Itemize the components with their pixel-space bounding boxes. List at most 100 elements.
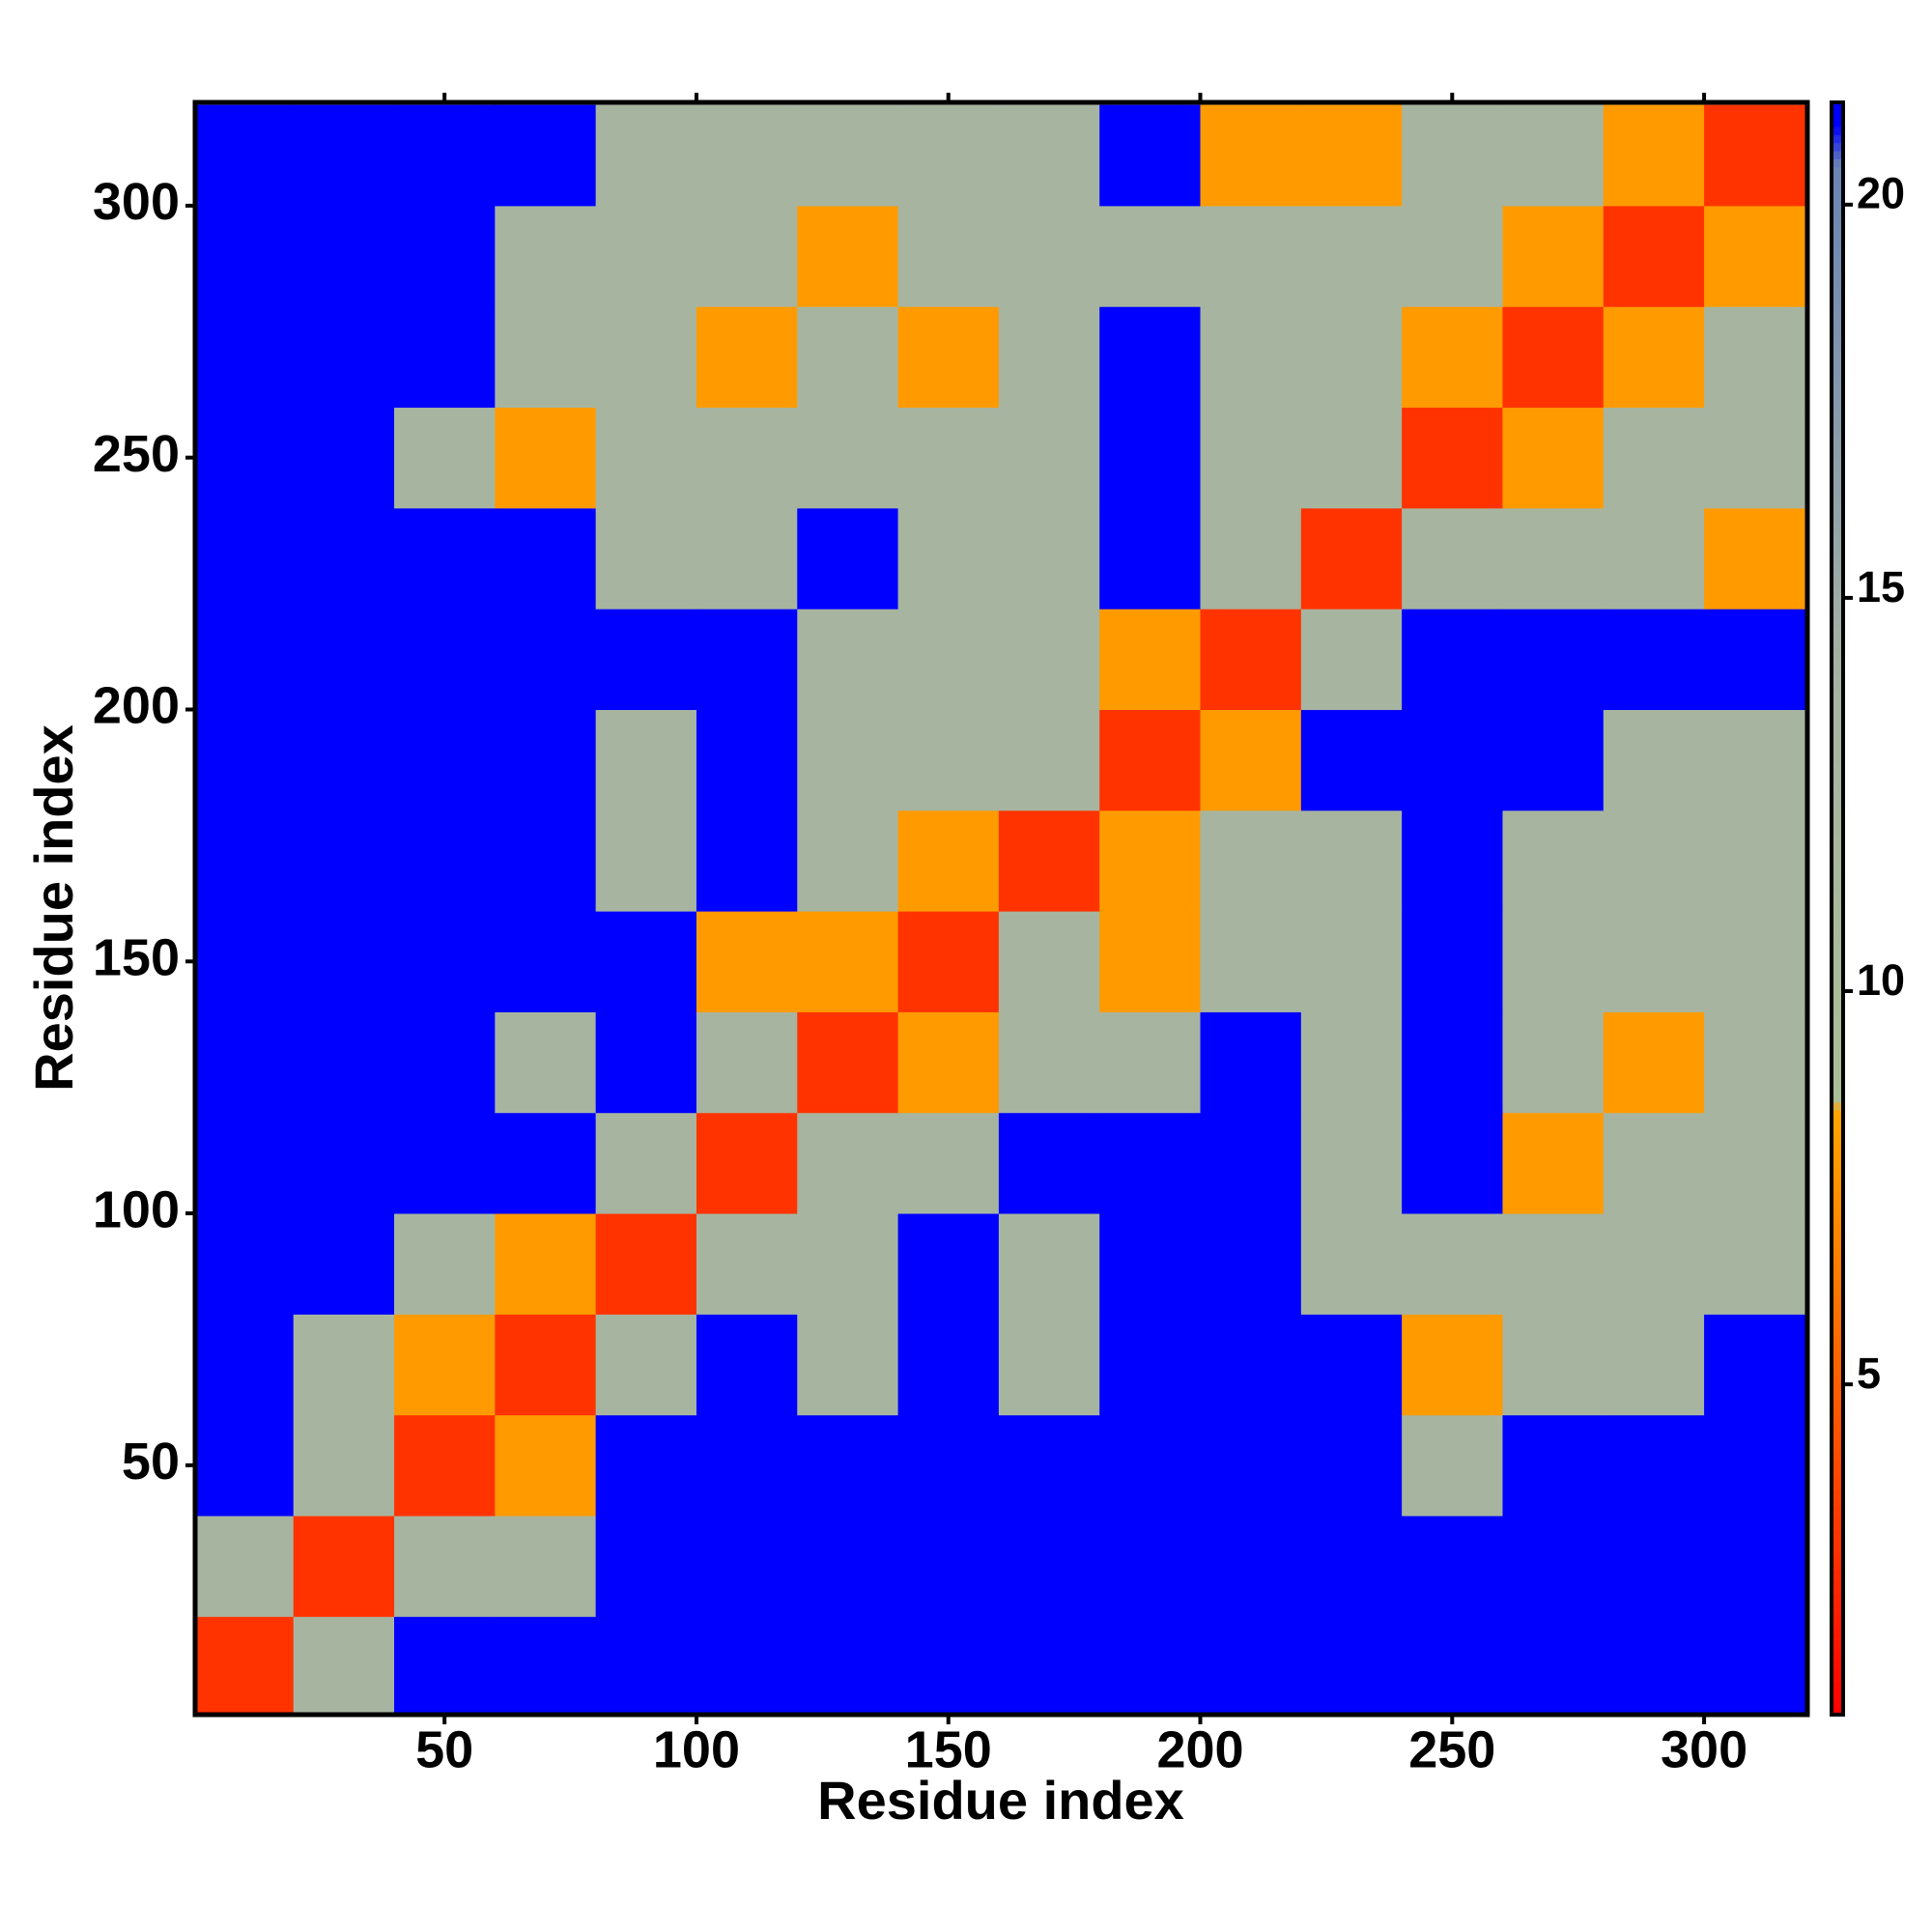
colorbar-segment: [1832, 1246, 1843, 1256]
heatmap-cell: [495, 911, 597, 1012]
colorbar-segment: [1832, 513, 1843, 523]
colorbar-segment: [1832, 497, 1843, 506]
heatmap-cell: [595, 709, 697, 811]
heatmap-cell: [1502, 1011, 1605, 1114]
colorbar-segment: [1832, 255, 1843, 265]
y-axis-label: Residue index: [23, 724, 84, 1092]
colorbar-segment: [1832, 1368, 1843, 1378]
heatmap-cell: [897, 1616, 1000, 1715]
heatmap-cell: [1200, 407, 1302, 509]
heatmap-cell: [495, 507, 597, 610]
heatmap-cell: [797, 911, 899, 1012]
heatmap-cell: [1300, 306, 1403, 409]
colorbar-segment: [1832, 561, 1843, 571]
colorbar-segment: [1832, 1448, 1843, 1458]
heatmap-cell: [1603, 1314, 1705, 1416]
heatmap-cell: [897, 205, 1000, 307]
heatmap-cell: [595, 1616, 697, 1715]
colorbar-segment: [1832, 1577, 1843, 1586]
colorbar-segment: [1832, 1609, 1843, 1619]
heatmap-cell: [195, 1213, 295, 1315]
heatmap-cell: [1402, 205, 1503, 307]
colorbar-segment: [1832, 997, 1843, 1007]
x-tick-label: 200: [1156, 1720, 1243, 1778]
heatmap-cell: [1402, 1414, 1503, 1517]
colorbar-segment: [1832, 1553, 1843, 1562]
colorbar-segment: [1832, 988, 1843, 998]
heatmap-cell: [696, 810, 798, 912]
colorbar-segment: [1832, 949, 1843, 958]
heatmap-cell: [797, 104, 899, 207]
heatmap-cell: [696, 1314, 798, 1416]
heatmap-cell: [1300, 911, 1403, 1012]
heatmap-cell: [394, 1011, 496, 1114]
heatmap-cell: [696, 1414, 798, 1517]
colorbar-segment: [1832, 1238, 1843, 1248]
colorbar-segment: [1832, 867, 1843, 877]
heatmap-cell: [1603, 407, 1705, 509]
heatmap-cell: [1603, 1213, 1705, 1315]
colorbar-segment: [1832, 384, 1843, 393]
heatmap-cell: [696, 1213, 798, 1315]
colorbar-segment: [1832, 1641, 1843, 1651]
heatmap-cell: [595, 1314, 697, 1416]
colorbar-segment: [1832, 1634, 1843, 1643]
x-tick-label: 100: [653, 1720, 740, 1778]
heatmap-cell: [897, 306, 1000, 409]
colorbar-segment: [1832, 787, 1843, 797]
heatmap-cell: [1603, 306, 1705, 409]
heatmap-cell: [1402, 810, 1503, 912]
heatmap-cell: [1099, 609, 1202, 710]
heatmap-cell: [797, 1213, 899, 1315]
colorbar-segment: [1832, 1376, 1843, 1385]
heatmap-cell: [1704, 1515, 1805, 1617]
heatmap-cell: [1502, 1414, 1605, 1517]
heatmap-cell: [394, 1314, 496, 1416]
colorbar-frame: [1830, 100, 1845, 1717]
heatmap-cell: [998, 609, 1100, 710]
colorbar-segment: [1832, 1320, 1843, 1328]
colorbar-segment: [1832, 852, 1843, 861]
heatmap-cell: [293, 1314, 395, 1416]
heatmap-cell: [394, 104, 496, 207]
colorbar-segment: [1832, 1295, 1843, 1304]
heatmap-cell: [1704, 507, 1805, 610]
colorbar-segment: [1832, 1464, 1843, 1474]
colorbar-segment: [1832, 1626, 1843, 1635]
heatmap-cell: [1099, 1213, 1202, 1315]
heatmap-cell: [897, 507, 1000, 610]
colorbar-segment: [1832, 223, 1843, 233]
heatmap-cell: [1200, 1515, 1302, 1617]
x-tick-label: 50: [415, 1720, 473, 1778]
heatmap-cell: [595, 205, 697, 307]
colorbar-segment: [1832, 1231, 1843, 1240]
y-tick-label: 100: [93, 1180, 180, 1238]
heatmap-cell: [495, 1011, 597, 1114]
heatmap-cell: [195, 407, 295, 509]
heatmap-cell: [595, 1515, 697, 1617]
heatmap-cell: [1502, 1112, 1605, 1214]
heatmap-cell: [1099, 407, 1202, 509]
colorbar-segment: [1832, 1682, 1843, 1691]
heatmap-cell: [797, 507, 899, 610]
colorbar-segment: [1832, 521, 1843, 530]
heatmap-cell: [998, 1112, 1100, 1214]
colorbar-segment: [1832, 1182, 1843, 1192]
colorbar-segment: [1832, 1101, 1843, 1111]
x-tick-label: 150: [905, 1720, 992, 1778]
colorbar-segment: [1832, 231, 1843, 241]
heatmap-cell: [1300, 1011, 1403, 1114]
colorbar-segment: [1832, 570, 1843, 579]
colorbar-segment: [1832, 1271, 1843, 1280]
colorbar-segment: [1832, 715, 1843, 724]
colorbar-segment: [1832, 1351, 1843, 1361]
heatmap-cell: [195, 1011, 295, 1114]
colorbar-segment: [1832, 545, 1843, 554]
colorbar-segment: [1832, 634, 1843, 643]
colorbar-segment: [1832, 585, 1843, 595]
heatmap-cell: [195, 205, 295, 307]
heatmap-cell: [897, 1515, 1000, 1617]
x-tick-label: 300: [1661, 1720, 1747, 1778]
colorbar-segment: [1832, 118, 1843, 128]
colorbar-segment: [1832, 102, 1843, 111]
